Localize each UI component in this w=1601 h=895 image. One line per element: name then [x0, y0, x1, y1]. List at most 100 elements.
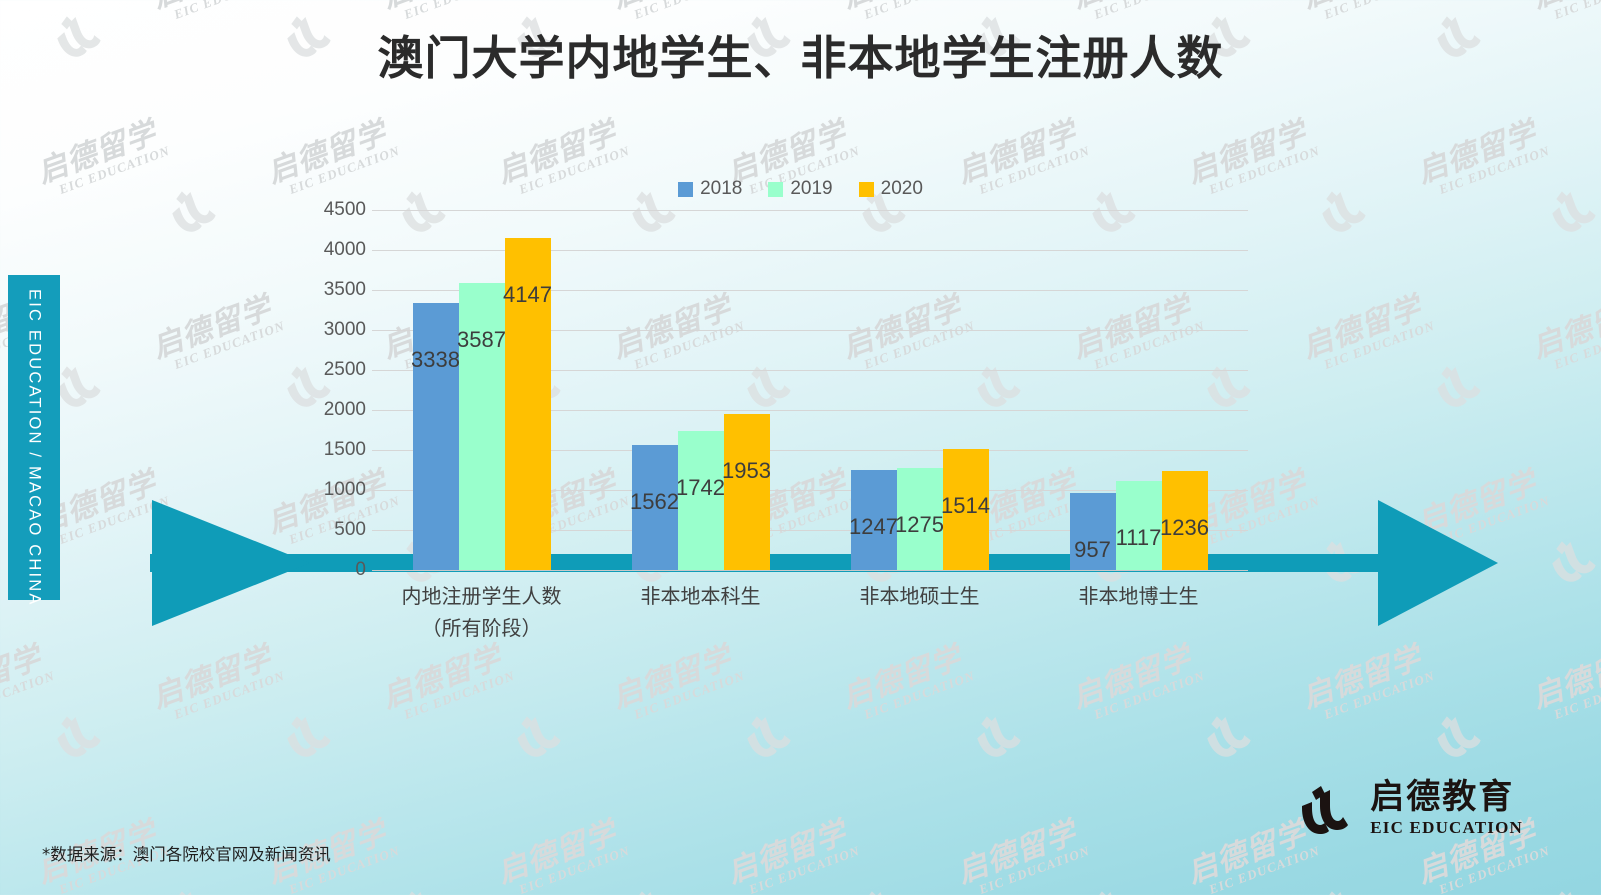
bar-value-label: 1514: [941, 492, 990, 518]
legend-swatch-icon: [678, 181, 694, 197]
bar-rect: 1247: [849, 470, 898, 570]
bar-group: 1247 1275 1514: [810, 210, 1029, 570]
chart-area: 4500 4000 3500 3000 2500 2000 1500 1000 500 0 333…: [300, 199, 1260, 580]
bar-group: 3338 3587 4147: [372, 210, 591, 570]
bar-2018[interactable]: 3338: [411, 302, 460, 570]
watermark-logo-icon: [977, 716, 1021, 757]
bar-value-label: 1117: [1115, 524, 1162, 550]
watermark-logo-icon: [57, 716, 101, 757]
watermark-logo-icon: [1437, 716, 1481, 757]
x-axis-category-label: 非本地本科生: [591, 580, 810, 644]
x-axis-category-label: 非本地硕士生: [810, 580, 1029, 644]
eic-logo-icon: [1302, 786, 1349, 834]
bar-2020[interactable]: 1953: [722, 413, 771, 570]
bar-rect: 1117: [1115, 480, 1162, 570]
bar-2018[interactable]: 957: [1069, 493, 1116, 570]
bar-2020[interactable]: 4147: [503, 238, 552, 570]
bar-value-label: 3587: [457, 327, 506, 353]
side-banner-label: EIC EDUCATION / MACAO CHINA: [25, 289, 44, 607]
bar-rect: 4147: [503, 238, 552, 570]
bar-group: 1562 1742 1953: [591, 210, 810, 570]
legend-item-2020[interactable]: 2020: [858, 178, 923, 200]
y-axis-tick-label: 1000: [323, 479, 366, 500]
bar-2020[interactable]: 1236: [1160, 471, 1209, 570]
category-name: 内地注册学生人数: [401, 584, 562, 608]
category-sublabel: （所有阶段）: [421, 616, 542, 640]
gridline: [372, 410, 1248, 411]
watermark-logo-icon: [636, 891, 676, 895]
watermark-logo-icon: [517, 716, 561, 757]
watermark-logo-icon: [1552, 541, 1596, 582]
gridline: [372, 450, 1248, 451]
bar-rect: 1953: [722, 413, 771, 570]
gridline: [372, 490, 1248, 491]
gridline: [372, 250, 1248, 251]
watermark-logo-icon: [1326, 891, 1366, 895]
y-axis-tick-label: 4000: [323, 239, 366, 260]
y-axis-tick-label: 3500: [323, 279, 366, 300]
gridline: [372, 210, 1248, 211]
y-axis-tick-label: 4500: [323, 199, 366, 220]
bar-group: 957 1117 1236: [1029, 210, 1248, 570]
watermark-logo-icon: [866, 891, 906, 895]
bar-2019[interactable]: 1117: [1115, 480, 1162, 570]
category-name: 非本地博士生: [1078, 584, 1199, 608]
bar-2018[interactable]: 1562: [630, 445, 679, 570]
watermark-logo-icon: [1207, 716, 1251, 757]
legend-swatch-icon: [768, 181, 784, 197]
bar-groups: 3338 3587 4147 1562 1742 1953 1247 1275 1514 957 1…: [372, 210, 1248, 570]
category-name: 非本地硕士生: [859, 584, 980, 608]
brand-name-en: EIC EDUCATION: [1370, 817, 1523, 837]
page-title: 澳门大学内地学生、非本地学生注册人数: [377, 31, 1224, 85]
y-axis: 4500 4000 3500 3000 2500 2000 1500 1000 500 0: [300, 199, 372, 580]
bar-rect: 1562: [630, 445, 679, 570]
bar-rect: 3338: [411, 302, 460, 570]
y-axis-tick-label: 3000: [323, 319, 366, 340]
bar-2019[interactable]: 1742: [676, 430, 725, 570]
y-axis-tick-label: 0: [355, 559, 366, 580]
bar-rect: 1514: [941, 448, 990, 570]
bar-2019[interactable]: 3587: [457, 283, 506, 570]
legend-item-2019[interactable]: 2019: [768, 178, 833, 200]
bar-2018[interactable]: 1247: [849, 470, 898, 570]
brand-name-cn: 启德教育: [1370, 777, 1515, 818]
bar-value-label: 1275: [895, 512, 944, 537]
bar-2020[interactable]: 1514: [941, 448, 990, 570]
watermark-logo-icon: [172, 541, 216, 582]
watermark-logo-icon: [1556, 891, 1596, 895]
gridline: [372, 530, 1248, 531]
legend-swatch-icon: [858, 181, 874, 197]
watermark-logo-icon: [406, 891, 446, 895]
bar-2019[interactable]: 1275: [895, 468, 944, 570]
watermark-logo-icon: [1096, 891, 1136, 895]
bar-rect: 1236: [1160, 471, 1209, 570]
y-axis-tick-label: 2000: [323, 399, 366, 420]
watermark-logo-icon: [287, 716, 331, 757]
bar-rect: 1275: [895, 468, 944, 570]
gridline: [372, 570, 1248, 571]
watermark-logo-icon: [1437, 366, 1481, 407]
category-name: 非本地本科生: [640, 584, 761, 608]
watermark-logo-icon: [747, 716, 791, 757]
legend-item-2018[interactable]: 2018: [678, 178, 742, 200]
legend-label: 2018: [700, 178, 743, 199]
bar-rect: 1742: [676, 430, 725, 570]
brand-logo: 启德教育 EIC EDUCATION: [1294, 778, 1523, 840]
side-banner: EIC EDUCATION / MACAO CHINA: [8, 275, 60, 607]
plot-area: 3338 3587 4147 1562 1742 1953 1247 1275 1514 957 1…: [372, 210, 1248, 571]
legend-label: 2020: [880, 178, 923, 199]
gridline: [372, 330, 1248, 331]
y-axis-tick-label: 2500: [323, 359, 366, 380]
legend-label: 2019: [790, 178, 833, 199]
chart-legend: 2018 2019 2020: [0, 178, 1601, 200]
gridline: [372, 290, 1248, 291]
